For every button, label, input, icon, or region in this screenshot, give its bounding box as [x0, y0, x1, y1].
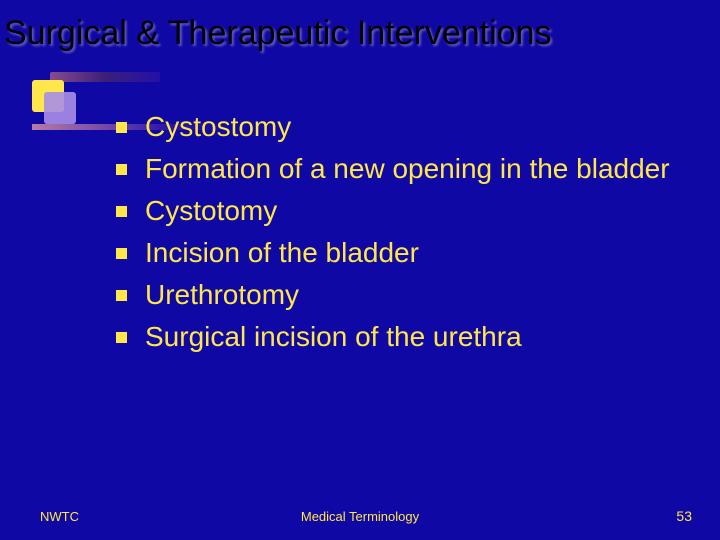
list-item-text: Urethrotomy: [145, 276, 299, 314]
list-item: Urethrotomy: [116, 276, 676, 314]
slide-footer: NWTC Medical Terminology 53: [0, 504, 720, 524]
list-item: Cystotomy: [116, 192, 676, 230]
square-bullet-icon: [116, 248, 127, 259]
list-item: Surgical incision of the urethra: [116, 318, 676, 356]
bullet-list: Cystostomy Formation of a new opening in…: [116, 108, 676, 360]
list-item-text: Cystostomy: [145, 108, 291, 146]
slide-title: Surgical & Therapeutic Interventions: [0, 0, 720, 53]
list-item: Cystostomy: [116, 108, 676, 146]
list-item-text: Formation of a new opening in the bladde…: [145, 150, 670, 188]
list-item-text: Incision of the bladder: [145, 234, 419, 272]
square-bullet-icon: [116, 206, 127, 217]
square-bullet-icon: [116, 290, 127, 301]
square-bullet-icon: [116, 164, 127, 175]
page-number: 53: [676, 508, 692, 524]
list-item-text: Cystotomy: [145, 192, 277, 230]
list-item: Incision of the bladder: [116, 234, 676, 272]
square-bullet-icon: [116, 122, 127, 133]
square-bullet-icon: [116, 332, 127, 343]
footer-center: Medical Terminology: [0, 509, 720, 524]
list-item-text: Surgical incision of the urethra: [145, 318, 522, 356]
list-item: Formation of a new opening in the bladde…: [116, 150, 676, 188]
